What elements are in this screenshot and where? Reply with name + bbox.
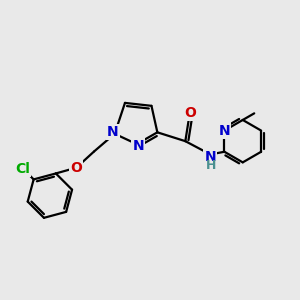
Text: Cl: Cl [15, 162, 30, 176]
Text: O: O [184, 106, 196, 120]
Text: N: N [107, 125, 118, 139]
Text: O: O [70, 161, 82, 175]
Text: N: N [205, 150, 216, 164]
Text: N: N [132, 139, 144, 153]
Text: N: N [219, 124, 230, 138]
Text: H: H [206, 159, 216, 172]
